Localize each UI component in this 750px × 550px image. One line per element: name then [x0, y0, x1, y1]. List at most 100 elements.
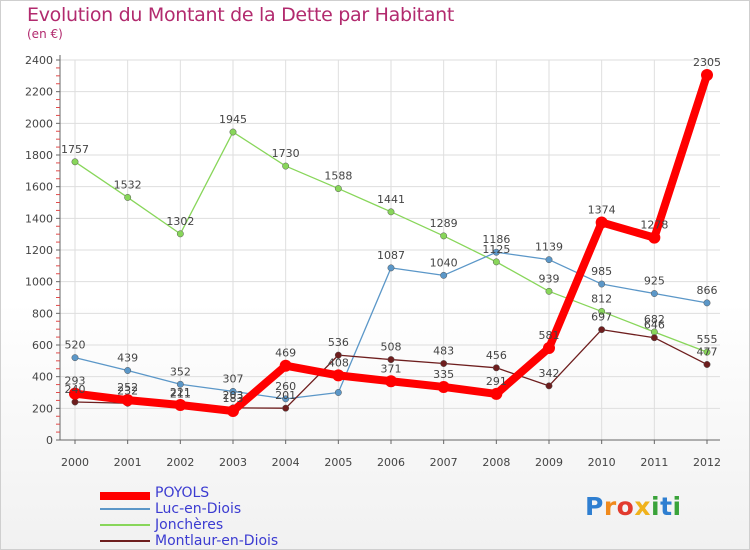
data-label: 342 — [539, 367, 560, 380]
data-label: 536 — [328, 336, 349, 349]
data-point — [69, 387, 81, 400]
data-label: 508 — [381, 341, 402, 354]
x-tick-label: 2002 — [166, 456, 194, 469]
data-point — [492, 364, 500, 372]
logo-letter: o — [616, 492, 635, 521]
data-label: 371 — [381, 362, 402, 375]
logo-letter: r — [603, 492, 617, 521]
data-label: 1302 — [166, 215, 194, 228]
x-tick-label: 2010 — [588, 456, 616, 469]
data-label: 293 — [65, 375, 86, 388]
data-label: 260 — [275, 380, 296, 393]
data-label: 291 — [486, 375, 507, 388]
x-tick-label: 2005 — [324, 456, 352, 469]
data-point — [71, 398, 79, 406]
legend-swatch-poyols — [100, 492, 150, 500]
data-point — [279, 359, 292, 372]
y-tick-label: 1000 — [25, 276, 53, 289]
data-label: 646 — [644, 319, 665, 332]
data-label: 456 — [486, 349, 507, 362]
data-label: 232 — [117, 384, 138, 397]
chart-subtitle: (en €) — [27, 27, 63, 41]
x-tick-label: 2006 — [377, 456, 405, 469]
data-point — [387, 356, 395, 364]
y-tick-label: 600 — [32, 339, 53, 352]
data-point — [334, 185, 342, 193]
y-tick-label: 2000 — [25, 117, 53, 130]
data-label: 1945 — [219, 113, 247, 126]
x-tick-label: 2009 — [535, 456, 563, 469]
data-point — [282, 395, 290, 403]
data-label: 1087 — [377, 249, 405, 262]
x-tick-label: 2007 — [430, 456, 458, 469]
legend-label-luc-en-diois: Luc-en-Diois — [155, 501, 242, 517]
data-label: 1757 — [61, 143, 89, 156]
x-tick-label: 2001 — [114, 456, 142, 469]
y-tick-label: 1200 — [25, 244, 53, 257]
legend-swatch-montlaur-en-diois — [100, 540, 150, 542]
logo-letter: P — [585, 492, 604, 521]
proxiti-logo: Proxiti — [585, 492, 682, 521]
data-point — [334, 389, 342, 396]
data-point — [492, 248, 500, 256]
data-label: 352 — [170, 365, 191, 378]
data-label: 985 — [591, 265, 612, 278]
data-label: 252 — [117, 381, 138, 394]
data-label: 211 — [170, 388, 191, 401]
logo-letter: x — [634, 492, 651, 521]
data-point — [282, 404, 290, 412]
data-label: 1278 — [640, 219, 668, 232]
data-point — [71, 354, 79, 362]
data-label: 1040 — [430, 256, 458, 269]
data-label: 307 — [223, 372, 244, 385]
data-point — [440, 271, 448, 279]
y-tick-label: 0 — [46, 434, 53, 447]
legend-swatch-luc-en-diois — [100, 508, 150, 510]
data-label: 1588 — [324, 170, 352, 183]
data-point — [124, 367, 132, 374]
legend-label-montlaur-en-diois: Montlaur-en-Diois — [155, 533, 279, 549]
data-label: 1289 — [430, 217, 458, 230]
data-point — [385, 375, 397, 388]
y-tick-label: 1800 — [25, 149, 53, 162]
data-point — [440, 360, 448, 367]
data-label: 1441 — [377, 193, 405, 206]
data-point — [545, 256, 553, 264]
legend-label-poyols: POYOLS — [155, 485, 210, 501]
data-point — [176, 230, 184, 238]
data-label: 697 — [591, 311, 612, 324]
data-point — [650, 290, 658, 297]
data-point — [543, 342, 555, 355]
data-label: 939 — [539, 272, 560, 285]
data-point — [227, 405, 239, 418]
data-point — [387, 208, 395, 216]
data-label: 520 — [65, 339, 86, 352]
y-tick-label: 2200 — [25, 86, 53, 99]
data-label: 240 — [65, 383, 86, 396]
data-point — [229, 387, 237, 395]
data-point — [124, 193, 132, 201]
data-point — [282, 162, 290, 170]
data-point — [490, 387, 503, 400]
data-point — [703, 361, 711, 368]
data-point — [71, 158, 79, 166]
data-label: 1186 — [482, 233, 510, 246]
data-label: 2305 — [693, 56, 721, 69]
logo-letter: i — [651, 492, 661, 521]
data-label: 555 — [697, 333, 718, 346]
data-point — [334, 351, 342, 359]
data-point — [598, 280, 606, 288]
x-tick-label: 2003 — [219, 456, 247, 469]
x-tick-label: 2008 — [482, 456, 510, 469]
legend-label-joncheres: Jonchères — [155, 517, 224, 533]
x-tick-label: 2011 — [640, 456, 668, 469]
x-tick-label: 2000 — [61, 456, 89, 469]
data-label: 581 — [539, 329, 560, 342]
data-label: 201 — [275, 389, 296, 402]
data-label: 477 — [697, 345, 718, 358]
data-label: 483 — [433, 345, 454, 358]
data-point — [703, 348, 711, 356]
logo-letter: i — [672, 492, 682, 521]
legend-swatch-joncheres — [100, 524, 150, 526]
